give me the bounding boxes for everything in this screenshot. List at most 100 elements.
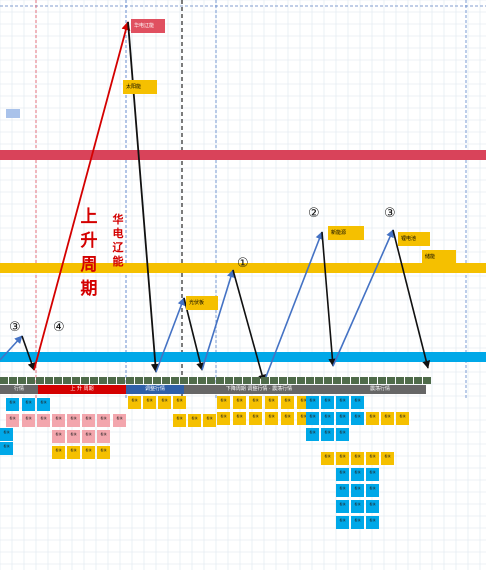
- sector-cell: 板块: [321, 412, 334, 425]
- sector-cell: 板块: [306, 396, 319, 409]
- tick-cell: [126, 377, 134, 384]
- sector-cell: 板块: [188, 414, 201, 427]
- tag-yellow-peak3: 锂电池: [398, 232, 430, 246]
- sector-cell: 板块: [265, 396, 278, 409]
- phase-falling: 下降周期 调整行情 · 震荡行情: [184, 385, 334, 394]
- black-line-5: [321, 231, 337, 367]
- tick-cell: [9, 377, 17, 384]
- sector-cell: 板块: [6, 398, 19, 411]
- blue-line-5: [332, 229, 394, 367]
- tick-cell: [288, 377, 296, 384]
- tick-cell: [99, 377, 107, 384]
- sector-cell: 板块: [217, 412, 230, 425]
- sector-cell: 板块: [336, 500, 349, 513]
- sector-cell: 板块: [351, 396, 364, 409]
- blue-line-2: [155, 297, 186, 373]
- marker-2: ②: [308, 206, 320, 221]
- sector-cell: 板块: [281, 396, 294, 409]
- sector-cell: 板块: [396, 412, 409, 425]
- sector-cell: 板块: [351, 484, 364, 497]
- sector-cell: 板块: [173, 396, 186, 409]
- sector-cell: 板块: [173, 414, 186, 427]
- sector-cell: 板块: [336, 468, 349, 481]
- tick-cell: [27, 377, 35, 384]
- tick-cell: [234, 377, 242, 384]
- sector-cell: 板块: [97, 446, 110, 459]
- blue-line-3: [201, 269, 235, 371]
- sector-cell: 板块: [366, 468, 379, 481]
- tag-yellow-right: 储能: [422, 250, 456, 264]
- sector-cell: 板块: [265, 412, 278, 425]
- tick-cell: [63, 377, 71, 384]
- tick-cell: [333, 377, 341, 384]
- tick-cell: [0, 377, 8, 384]
- sector-cell: 板块: [97, 430, 110, 443]
- black-line-1: [21, 335, 36, 371]
- red-band: [0, 150, 486, 160]
- tick-cell: [90, 377, 98, 384]
- sector-cell: 板块: [52, 414, 65, 427]
- tag-yellow-upper: 太阳能: [123, 80, 157, 94]
- tick-cell: [387, 377, 395, 384]
- rising-cycle-title: 上升周期: [80, 207, 98, 299]
- tick-cell: [324, 377, 332, 384]
- sector-cell: 板块: [366, 516, 379, 529]
- tick-cell: [135, 377, 143, 384]
- sector-cell: 板块: [351, 468, 364, 481]
- sector-cell: 板块: [233, 412, 246, 425]
- tick-cell: [153, 377, 161, 384]
- sector-cell: 板块: [67, 446, 80, 459]
- marker-3-right: ③: [384, 206, 396, 221]
- tick-cell: [315, 377, 323, 384]
- sector-cell: 板块: [158, 396, 171, 409]
- red-rising-line: [33, 21, 131, 371]
- tick-cell: [243, 377, 251, 384]
- sector-cell: 板块: [0, 442, 13, 455]
- sector-cell: 板块: [249, 396, 262, 409]
- tick-cell: [81, 377, 89, 384]
- sector-cell: 板块: [351, 452, 364, 465]
- tick-cell: [216, 377, 224, 384]
- tick-cell: [405, 377, 413, 384]
- tick-cell: [72, 377, 80, 384]
- tick-cell: [180, 377, 188, 384]
- tick-cell: [189, 377, 197, 384]
- blue-band: [0, 352, 486, 362]
- tick-cell: [108, 377, 116, 384]
- marker-4: ④: [53, 320, 65, 335]
- tick-cell: [45, 377, 53, 384]
- sector-cell: 板块: [0, 428, 13, 441]
- sector-cell: 板块: [336, 484, 349, 497]
- tag-top-red: 华电辽能: [131, 19, 165, 33]
- tick-cell: [378, 377, 386, 384]
- tick-cell: [117, 377, 125, 384]
- sector-cell: 板块: [351, 412, 364, 425]
- tick-cell: [297, 377, 305, 384]
- sector-cell: 板块: [128, 396, 141, 409]
- sector-cell: 板块: [381, 452, 394, 465]
- black-line-3: [183, 297, 205, 371]
- sector-cell: 板块: [22, 398, 35, 411]
- sector-cell: 板块: [82, 414, 95, 427]
- sector-cell: 板块: [22, 414, 35, 427]
- tick-cell: [396, 377, 404, 384]
- sector-cell: 板块: [52, 430, 65, 443]
- tick-cell: [18, 377, 26, 384]
- sector-cell: 板块: [6, 414, 19, 427]
- sector-cell: 板块: [82, 430, 95, 443]
- sector-cell: 板块: [249, 412, 262, 425]
- sector-cell: 板块: [67, 414, 80, 427]
- tick-cell: [207, 377, 215, 384]
- phase-shock: 震荡行情: [334, 385, 426, 394]
- tick-cell: [279, 377, 287, 384]
- stock-name-label: 华电辽能: [112, 213, 124, 268]
- sector-cell: 板块: [97, 414, 110, 427]
- tick-cell: [342, 377, 350, 384]
- sector-cell: 板块: [351, 500, 364, 513]
- tick-cell: [252, 377, 260, 384]
- tick-cell: [423, 377, 431, 384]
- tick-cell: [198, 377, 206, 384]
- tick-cell: [270, 377, 278, 384]
- yellow-band: [0, 263, 486, 273]
